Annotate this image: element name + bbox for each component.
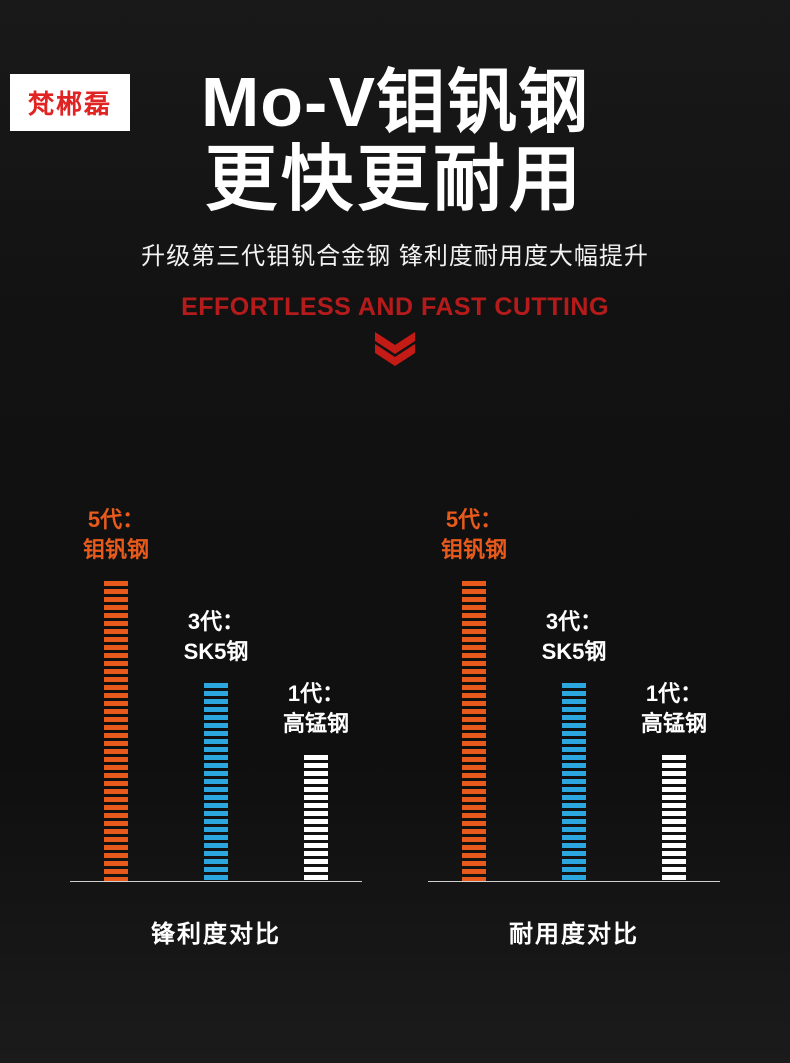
tagline: EFFORTLESS AND FAST CUTTING — [181, 293, 609, 322]
brand-logo: 梵郴磊 — [10, 74, 131, 131]
charts-container: 5代： 钼钒钢 3代： SK5钢 1代： 高锰钢锋利度对比 5代： 钼钒钢 3代： SK5钢 1代：… — [0, 499, 790, 949]
promo-page: 梵郴磊 Mo-V钼钒钢 更快更耐用 升级第三代钼钒合金钢 锋利度耐用度大幅提升 … — [0, 63, 790, 949]
bar-label: 5代： 钼钒钢 — [440, 506, 507, 563]
bar-column: 3代： SK5钢 — [170, 607, 262, 882]
bar-label: 1代： 高锰钢 — [282, 680, 349, 737]
bar — [204, 683, 228, 882]
axis-baseline — [428, 881, 720, 883]
brand-logo-text: 梵郴磊 — [28, 89, 113, 119]
bar-column: 1代： 高锰钢 — [270, 679, 362, 882]
bar-label: 5代： 钼钒钢 — [82, 506, 149, 563]
bar — [104, 581, 128, 882]
bar — [462, 581, 486, 882]
bar — [562, 683, 586, 882]
page-title: Mo-V钼钒钢 更快更耐用 — [0, 63, 790, 220]
axis-baseline — [70, 881, 362, 883]
chevron-down-icon — [0, 332, 790, 371]
bar-chart: 5代： 钼钒钢 3代： SK5钢 1代： 高锰钢锋利度对比 — [70, 499, 362, 949]
title-line2: 更快更耐用 — [204, 139, 585, 220]
bar-column: 3代： SK5钢 — [528, 607, 620, 882]
chart-title: 锋利度对比 — [151, 921, 281, 949]
title-line1: Mo-V钼钒钢 — [200, 63, 590, 141]
hero-section: Mo-V钼钒钢 更快更耐用 升级第三代钼钒合金钢 锋利度耐用度大幅提升 EFFO… — [0, 63, 790, 371]
bar — [304, 755, 328, 882]
bar-label: 1代： 高锰钢 — [640, 680, 707, 737]
chart-plot-area: 5代： 钼钒钢 3代： SK5钢 1代： 高锰钢 — [70, 499, 362, 882]
bar-chart: 5代： 钼钒钢 3代： SK5钢 1代： 高锰钢耐用度对比 — [428, 499, 720, 949]
chart-plot-area: 5代： 钼钒钢 3代： SK5钢 1代： 高锰钢 — [428, 499, 720, 882]
bar — [662, 755, 686, 882]
bar-label: 3代： SK5钢 — [183, 608, 249, 665]
bar-column: 1代： 高锰钢 — [628, 679, 720, 882]
bar-label: 3代： SK5钢 — [541, 608, 607, 665]
subtitle: 升级第三代钼钒合金钢 锋利度耐用度大幅提升 — [141, 243, 649, 271]
bar-column: 5代： 钼钒钢 — [428, 505, 520, 882]
bar-column: 5代： 钼钒钢 — [70, 505, 162, 882]
chart-title: 耐用度对比 — [509, 921, 639, 949]
